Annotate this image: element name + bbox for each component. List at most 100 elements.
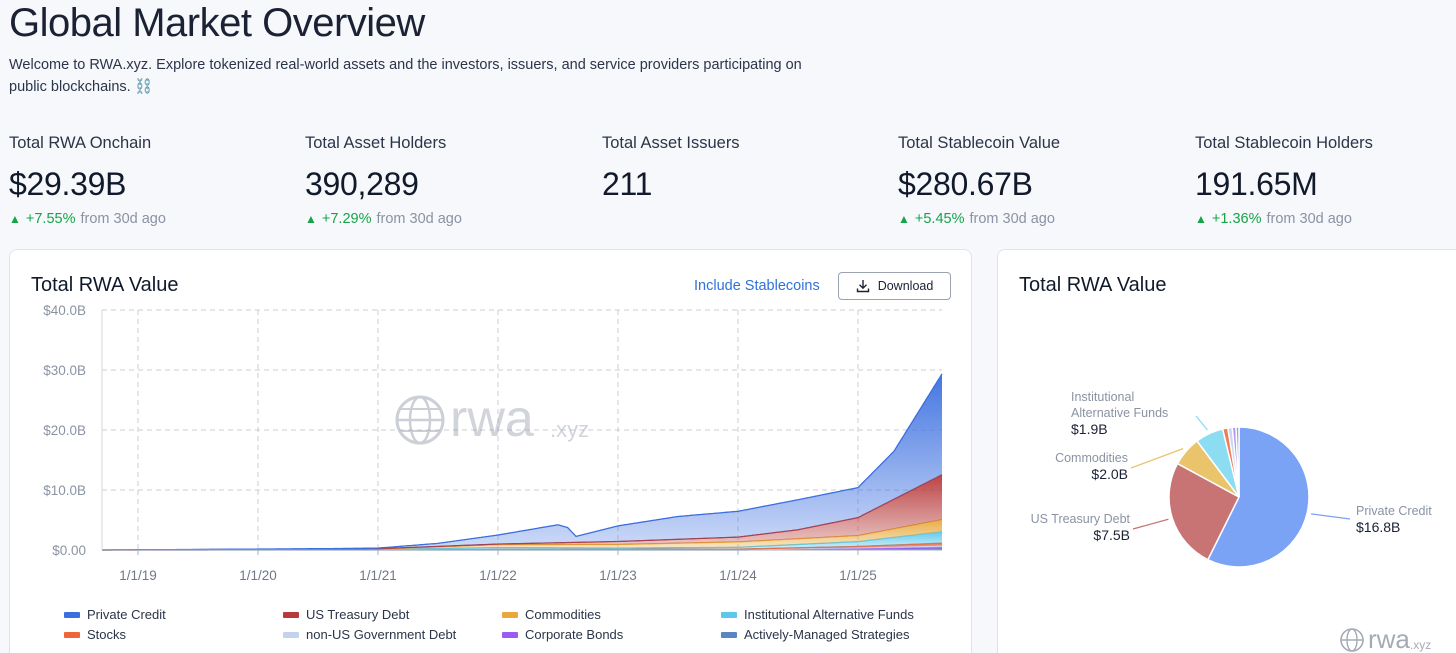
footer-watermark-suffix: .xyz (1409, 637, 1432, 652)
stat-change: ▲ +5.45% from 30d ago (898, 209, 1060, 229)
legend-item-commodities[interactable]: Commodities (502, 606, 721, 624)
stat-label: Total Asset Issuers (602, 134, 740, 152)
legend-label: US Treasury Debt (306, 607, 410, 622)
download-label: Download (877, 279, 934, 293)
legend-item-us-treasury-debt[interactable]: US Treasury Debt (283, 606, 502, 624)
legend-label: Actively-Managed Strategies (744, 627, 910, 642)
stat-value: 211 (602, 166, 653, 202)
x-tick-label: 1/1/19 (119, 568, 157, 583)
area-chart: rwa .xyz $0.00 $10.0B $20.0B $30.0B $40.0B 1/… (43, 303, 943, 583)
stat-change-suffix: from 30d ago (969, 211, 1055, 227)
stat-change: ▲ +7.29% from 30d ago (305, 209, 462, 229)
pie-value-institutional-alternative-funds: $1.9B (1071, 421, 1108, 437)
chart-watermark-suffix: .xyz (550, 417, 589, 442)
stat-change: ▲ +7.55% from 30d ago (9, 209, 166, 229)
stat-label: Total Stablecoin Holders (1195, 134, 1373, 152)
stat-change-suffix: from 30d ago (1266, 211, 1352, 227)
stat-stablecoin-holders: Total Stablecoin Holders 191.65M ▲ +1.36… (1195, 132, 1373, 229)
rwa-value-chart-card: Total RWA Value Include Stablecoins Down… (9, 249, 972, 653)
pie-label-commodities: Commodities (1055, 451, 1128, 465)
legend-swatch (64, 632, 80, 638)
stat-asset-holders: Total Asset Holders 390,289 ▲ +7.29% fro… (305, 132, 462, 229)
up-triangle-icon: ▲ (9, 212, 21, 226)
up-triangle-icon: ▲ (898, 212, 910, 226)
footer-watermark: rwa .xyz (1339, 624, 1431, 653)
pie-leader-commodities (1130, 447, 1184, 469)
chart-watermark: rwa (450, 390, 534, 448)
y-tick-label: $20.0B (43, 423, 86, 438)
stat-change-pct: +7.55% (25, 211, 76, 227)
pie-label-private-credit: Private Credit (1356, 504, 1432, 518)
pie-label-us-treasury-debt: US Treasury Debt (1031, 512, 1131, 526)
x-tick-label: 1/1/20 (239, 568, 277, 583)
x-tick-label: 1/1/24 (719, 568, 757, 583)
legend-swatch (283, 612, 299, 618)
chart-card-title: Total RWA Value (31, 274, 179, 296)
legend-item-institutional-alternative-funds[interactable]: Institutional Alternative Funds (721, 606, 941, 624)
legend-label: Stocks (87, 627, 127, 642)
download-icon (856, 280, 869, 293)
y-tick-label: $0.00 (52, 543, 86, 558)
legend-item-stocks[interactable]: Stocks (64, 626, 283, 644)
intro-text: Welcome to RWA.xyz. Explore tokenized re… (9, 57, 802, 95)
pie-leader-private-credit (1310, 513, 1351, 520)
rwa-value-pie-card: Total RWA Value Private Credit $16.8B US T… (997, 249, 1456, 653)
pie-value-us-treasury-debt: $7.5B (1093, 527, 1130, 543)
globe-icon (1340, 627, 1364, 652)
pie-chart: Private Credit$16.8B US Treasury Debt$7.5… (1031, 390, 1432, 568)
stat-value: 390,289 (305, 166, 419, 202)
legend-label: Commodities (525, 607, 601, 622)
pie-label-institutional-alternative-funds: Institutional Alternative Funds (1071, 390, 1168, 420)
x-tick-label: 1/1/25 (839, 568, 877, 583)
stat-value: $29.39B (9, 166, 127, 202)
y-tick-label: $30.0B (43, 363, 86, 378)
legend-label: Private Credit (87, 607, 166, 622)
footer-watermark-text: rwa (1368, 624, 1410, 653)
download-button[interactable]: Download (838, 272, 951, 300)
globe-icon (395, 395, 445, 445)
legend-label: Corporate Bonds (525, 627, 624, 642)
area-series-line-private-credit (102, 373, 943, 551)
up-triangle-icon: ▲ (305, 212, 317, 226)
legend-swatch (502, 632, 518, 638)
stat-change-suffix: from 30d ago (80, 211, 166, 227)
pie-leader-us-treasury-debt (1132, 518, 1169, 530)
stat-change-suffix: from 30d ago (376, 211, 462, 227)
chart-legend: Private Credit US Treasury Debt Commodit… (64, 606, 944, 644)
page-title: Global Market Overview (9, 1, 425, 45)
up-triangle-icon: ▲ (1195, 212, 1207, 226)
stat-change-pct: +1.36% (1211, 211, 1262, 227)
pie-card-title: Total RWA Value (1019, 274, 1167, 296)
pie-leader-institutional-alternative-funds (1195, 415, 1209, 431)
x-tick-label: 1/1/21 (359, 568, 397, 583)
stat-change-pct: +7.29% (321, 211, 372, 227)
legend-swatch (283, 632, 299, 638)
stat-change: ▲ +1.36% from 30d ago (1195, 209, 1373, 229)
legend-item-actively-managed-strategies[interactable]: Actively-Managed Strategies (721, 626, 941, 644)
legend-swatch (64, 612, 80, 618)
include-stablecoins-link[interactable]: Include Stablecoins (694, 278, 820, 294)
stat-value: $280.67B (898, 166, 1033, 202)
legend-item-private-credit[interactable]: Private Credit (64, 606, 283, 624)
pie-slice-private-credit[interactable] (1206, 426, 1310, 568)
pie-slice-actively-managed-strategies[interactable] (1235, 426, 1240, 498)
legend-item-non-us-government-debt[interactable]: non-US Government Debt (283, 626, 502, 644)
stat-change-pct: +5.45% (914, 211, 965, 227)
legend-swatch (721, 612, 737, 618)
pie-value-private-credit: $16.8B (1356, 519, 1400, 535)
legend-swatch (502, 612, 518, 618)
stat-value: 191.65M (1195, 166, 1318, 202)
stat-asset-issuers: Total Asset Issuers 211 (602, 132, 740, 203)
pie-value-commodities: $2.0B (1091, 466, 1128, 482)
legend-label: Institutional Alternative Funds (744, 607, 914, 622)
y-tick-label: $10.0B (43, 483, 86, 498)
y-tick-label: $40.0B (43, 303, 86, 318)
stat-total-rwa: Total RWA Onchain $29.39B ▲ +7.55% from … (9, 132, 166, 229)
x-tick-label: 1/1/22 (479, 568, 517, 583)
stat-label: Total Asset Holders (305, 134, 447, 152)
stat-stablecoin-value: Total Stablecoin Value $280.67B ▲ +5.45%… (898, 132, 1060, 229)
legend-item-corporate-bonds[interactable]: Corporate Bonds (502, 626, 721, 644)
x-tick-label: 1/1/23 (599, 568, 637, 583)
legend-swatch (721, 632, 737, 638)
stat-label: Total RWA Onchain (9, 134, 152, 152)
